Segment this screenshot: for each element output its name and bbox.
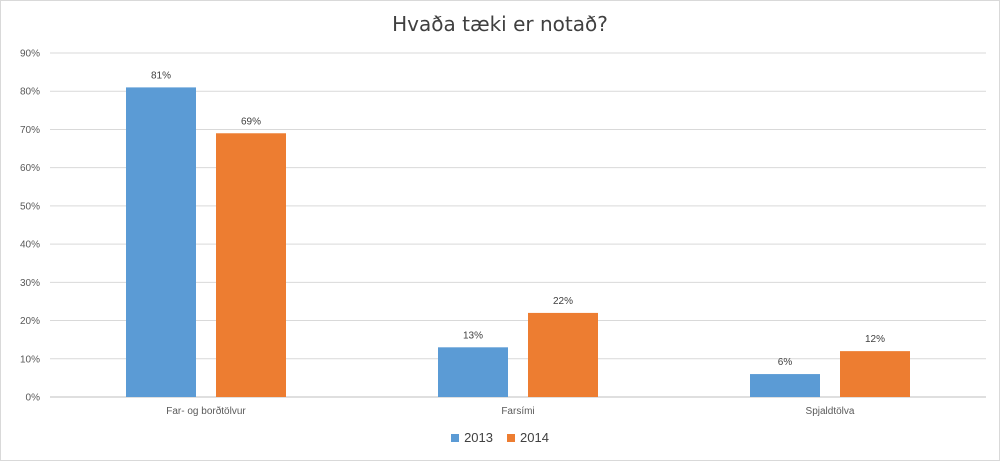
legend-item-2014[interactable]: 2014	[507, 430, 549, 445]
y-tick-label: 80%	[20, 87, 40, 98]
x-tick-label: Farsími	[501, 406, 534, 417]
data-label: 69%	[241, 116, 261, 127]
legend-swatch-2013	[451, 433, 460, 442]
legend-swatch-2014	[507, 433, 515, 442]
bar-2013[interactable]	[750, 374, 820, 397]
y-tick-label: 90%	[20, 49, 40, 60]
legend-label-2013: 2013	[464, 430, 493, 445]
data-label: 13%	[463, 330, 483, 341]
bar-2013[interactable]	[126, 87, 196, 398]
data-label: 22%	[553, 296, 573, 307]
y-tick-label: 50%	[20, 201, 40, 212]
y-tick-label: 60%	[20, 163, 40, 174]
bar-2014[interactable]	[840, 351, 910, 397]
y-tick-label: 0%	[26, 393, 41, 404]
legend-label-2014: 2014	[520, 430, 549, 445]
x-tick-label: Far- og borðtölvur	[166, 405, 246, 417]
bar-2013[interactable]	[438, 347, 508, 397]
gridlines	[50, 52, 986, 398]
y-tick-label: 20%	[20, 316, 40, 327]
y-tick-label: 70%	[20, 125, 40, 136]
y-axis-ticks: 0% 10% 20% 30% 40% 50% 60% 70% 80% 90%	[20, 49, 40, 404]
legend-item-2013[interactable]: 2013	[451, 430, 493, 445]
bar-2014[interactable]	[528, 312, 598, 397]
chart-title: Hvaða tæki er notað?	[392, 12, 608, 36]
legend: 2013 2014	[0, 430, 1000, 445]
y-tick-label: 30%	[20, 278, 40, 289]
y-tick-label: 40%	[20, 240, 40, 251]
data-label: 81%	[151, 70, 171, 81]
bars: 81% 69% 13% 22% 6% 12%	[126, 70, 910, 398]
x-axis-ticks: Far- og borðtölvur Farsími Spjaldtölva	[166, 405, 855, 417]
y-tick-label: 10%	[20, 354, 40, 365]
data-label: 6%	[778, 357, 793, 368]
x-tick-label: Spjaldtölva	[806, 406, 855, 417]
bar-2014[interactable]	[216, 133, 286, 397]
data-label: 12%	[865, 334, 885, 345]
